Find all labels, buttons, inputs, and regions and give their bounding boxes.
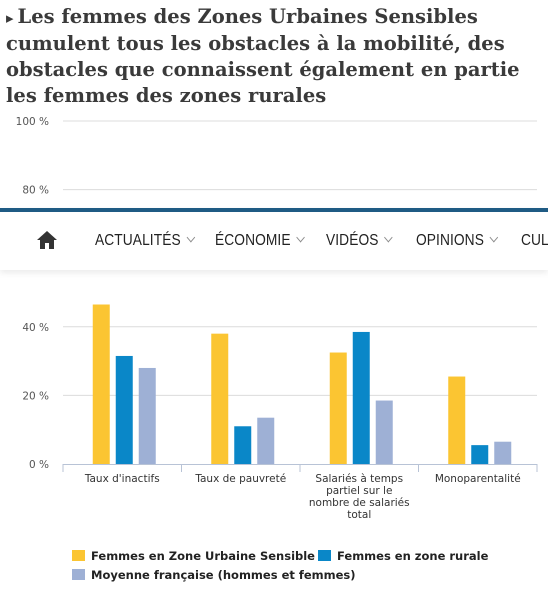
- nav-item-actualites[interactable]: ACTUALITÉS: [95, 232, 195, 252]
- x-tick-label: Taux d'inactifs: [84, 473, 160, 485]
- bar: [115, 355, 133, 464]
- bar: [211, 333, 229, 464]
- chart-title: ▸ Les femmes des Zones Urbaines Sensibles…: [6, 4, 542, 109]
- legend-swatch: [72, 569, 85, 580]
- bar: [352, 331, 370, 464]
- x-tick-label: Taux de pauvreté: [194, 473, 286, 485]
- nav-item-videos[interactable]: VIDÉOS: [326, 232, 393, 252]
- x-tick-label: Salariés à temps: [315, 473, 403, 485]
- chevron-down-icon: [489, 232, 499, 243]
- chart-title-text: Les femmes des Zones Urbaines Sensibles …: [6, 5, 520, 107]
- nav-item-economie[interactable]: ÉCONOMIE: [215, 232, 305, 252]
- nav-item-culture[interactable]: CULT: [521, 232, 548, 249]
- bar: [494, 441, 512, 464]
- y-tick-label: 100 %: [16, 116, 49, 128]
- legend-item-moyenne[interactable]: Moyenne française (hommes et femmes): [72, 568, 356, 582]
- home-icon[interactable]: [36, 230, 58, 250]
- y-tick-label: 80 %: [22, 185, 49, 197]
- nav-item-opinions[interactable]: OPINIONS: [416, 232, 499, 252]
- chevron-down-icon: [186, 232, 195, 243]
- bar: [92, 304, 110, 464]
- bar: [329, 352, 347, 464]
- bar: [375, 400, 393, 464]
- bar: [471, 445, 489, 464]
- bar: [257, 417, 275, 464]
- site-navbar: ACTUALITÉS ÉCONOMIE VIDÉOS OPINIONS CULT: [0, 208, 548, 270]
- legend-swatch: [72, 550, 85, 561]
- y-tick-label: 0 %: [29, 459, 49, 471]
- bar: [234, 426, 252, 464]
- bar: [448, 376, 466, 464]
- x-tick-label: Monoparentalité: [435, 473, 521, 485]
- legend-swatch: [318, 550, 331, 561]
- x-tick-label: total: [347, 509, 371, 521]
- legend-item-rurale[interactable]: Femmes en zone rurale: [318, 549, 488, 563]
- y-tick-label: 40 %: [22, 322, 49, 334]
- x-tick-label: nombre de salariés: [309, 497, 410, 509]
- title-arrow-icon: ▸: [6, 9, 14, 27]
- y-tick-label: 20 %: [22, 390, 49, 402]
- chevron-down-icon: [296, 232, 305, 243]
- x-tick-label: partiel sur le: [326, 485, 392, 497]
- bar: [138, 367, 156, 464]
- legend-item-zus[interactable]: Femmes en Zone Urbaine Sensible: [72, 549, 315, 563]
- chevron-down-icon: [384, 232, 393, 243]
